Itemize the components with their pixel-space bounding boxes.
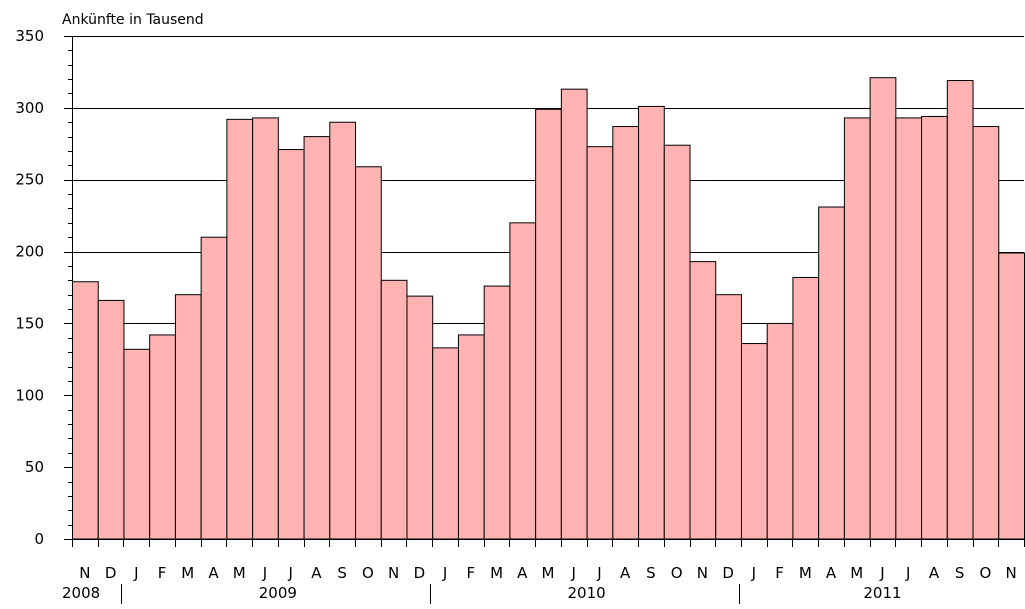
bar [200,236,228,540]
y-tick-label: 200 [15,243,44,261]
month-label: S [955,564,965,582]
month-label: A [311,564,322,582]
month-label: A [929,564,940,582]
month-label: D [414,564,426,582]
month-label: M [181,564,194,582]
month-label: J [287,564,292,582]
bar [715,294,742,540]
month-label: D [105,564,117,582]
bar [998,252,1025,540]
y-axis-label: Ankünfte in Tausend [62,12,204,28]
bar [535,108,562,540]
month-label: N [79,564,90,582]
month-label: N [388,564,399,582]
bar [766,322,794,540]
month-label: J [879,564,884,582]
y-tick-label: 100 [15,386,44,404]
month-label: J [442,564,447,582]
bar [972,126,1000,540]
bar [277,149,305,540]
month-label: M [542,564,555,582]
bar [921,115,948,540]
bar [457,334,485,540]
month-label: O [362,564,374,582]
year-label: 2008 [62,584,100,602]
month-label: J [262,564,267,582]
bar [638,105,665,540]
month-label: D [722,564,734,582]
bar [792,276,820,540]
month-label: F [775,564,784,582]
y-tick-label: 150 [15,314,44,332]
y-tick-label: 250 [15,171,44,189]
month-label: M [490,564,503,582]
bar [329,121,357,540]
month-label: O [671,564,683,582]
month-label: J [596,564,601,582]
month-label: A [620,564,631,582]
y-tick-label: 350 [15,27,44,45]
y-tick-label: 50 [25,458,44,476]
y-axis: 0 50 100 150 200 250 300 350 [15,27,73,548]
month-label: J [751,564,756,582]
month-label: J [133,564,138,582]
month-label: N [1006,564,1017,582]
month-label: M [799,564,812,582]
bar [380,279,408,540]
month-label: F [466,564,475,582]
bar [303,136,331,540]
month-label: M [233,564,246,582]
bar [174,294,202,540]
bar [123,348,151,540]
bar [406,295,434,540]
bar [663,144,691,540]
bar [869,77,897,540]
year-label: 2010 [568,584,606,602]
bar [483,285,511,540]
month-label: O [979,564,991,582]
y-tick-label: 300 [15,99,44,117]
month-label: A [517,564,528,582]
month-label: S [337,564,347,582]
bar [946,80,974,540]
x-axis: N D J F M A M J J A S O N D J F M A M J J A S O N D J F M A M J J A S O N200… [62,539,1025,604]
month-label: F [158,564,167,582]
month-label: N [697,564,708,582]
bar [355,166,382,540]
bar [509,222,537,540]
bar [72,281,99,540]
month-label: A [826,564,837,582]
bar [843,117,871,540]
bar [895,117,923,540]
year-label: 2009 [259,584,297,602]
bar [612,126,640,540]
bar [432,347,459,540]
bar [818,206,845,540]
month-label: S [646,564,656,582]
bar [586,146,614,540]
bar [149,334,176,540]
y-tick-label: 0 [34,530,44,548]
bar [226,118,254,540]
bar [252,117,279,540]
bars [72,77,1025,540]
bar [97,299,125,540]
bar [740,343,768,540]
year-label: 2011 [863,584,901,602]
bar [689,261,717,540]
bar [560,88,588,540]
month-label: J [905,564,910,582]
month-label: M [850,564,863,582]
month-label: A [208,564,219,582]
month-label: J [571,564,576,582]
